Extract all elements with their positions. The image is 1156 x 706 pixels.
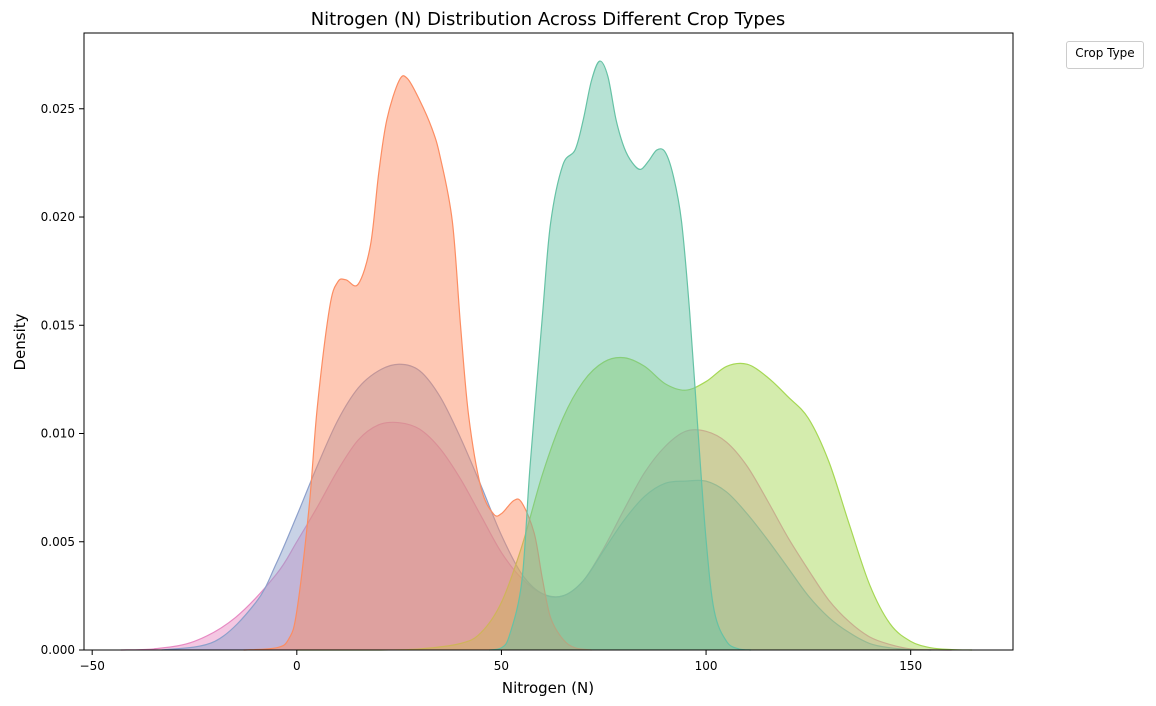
density-line-5	[489, 60, 752, 651]
y-axis: 0.000 0.005 0.010 0.015 0.020 0.025	[41, 102, 84, 657]
x-tick-label: −50	[80, 659, 105, 673]
y-tick-label: 0.000	[41, 643, 75, 657]
density-area-2	[161, 364, 932, 650]
x-tick-label: 50	[494, 659, 509, 673]
density-area-3	[296, 357, 973, 650]
chart-title: Nitrogen (N) Distribution Across Differe…	[311, 9, 786, 30]
density-area-1	[120, 422, 952, 650]
y-tick-label: 0.015	[41, 318, 75, 332]
density-area-4	[243, 75, 592, 651]
x-axis-label: Nitrogen (N)	[502, 679, 594, 697]
series-layer	[120, 60, 973, 651]
density-line-2	[161, 363, 932, 651]
x-axis: −50 0 50 100 150	[80, 650, 922, 673]
x-tick-label: 0	[293, 659, 301, 673]
y-tick-label: 0.005	[41, 535, 75, 549]
legend: Crop Type	[1066, 41, 1144, 69]
y-axis-label: Density	[11, 313, 29, 370]
density-area-5	[489, 61, 752, 651]
y-tick-label: 0.020	[41, 210, 75, 224]
density-line-4	[243, 75, 592, 651]
y-tick-label: 0.010	[41, 427, 75, 441]
x-tick-label: 100	[695, 659, 718, 673]
x-tick-label: 150	[899, 659, 922, 673]
density-line-3	[296, 356, 973, 651]
legend-title: Crop Type	[1075, 46, 1135, 60]
plot-frame	[83, 32, 1014, 651]
y-tick-label: 0.025	[41, 102, 75, 116]
